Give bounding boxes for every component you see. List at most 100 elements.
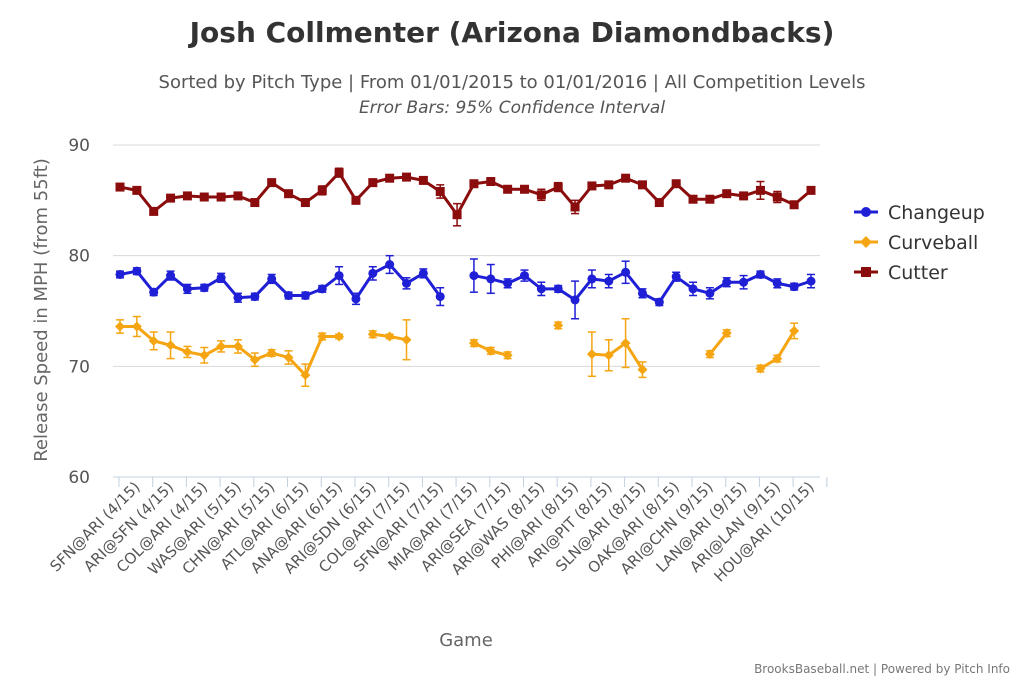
legend-item-cutter: Cutter bbox=[854, 262, 948, 284]
data-point bbox=[351, 294, 361, 304]
data-point bbox=[587, 274, 597, 284]
data-point bbox=[469, 271, 479, 281]
legend-marker bbox=[861, 207, 871, 217]
chart-credits: BrooksBaseball.net | Powered by Pitch In… bbox=[754, 662, 1010, 676]
series-line bbox=[591, 340, 644, 371]
data-point bbox=[182, 346, 193, 357]
data-point bbox=[132, 185, 142, 195]
data-point bbox=[149, 287, 159, 297]
series-curveball bbox=[115, 315, 800, 388]
data-point bbox=[603, 350, 614, 361]
data-point bbox=[249, 354, 260, 365]
data-point bbox=[722, 277, 732, 287]
data-point bbox=[284, 189, 294, 199]
data-point bbox=[402, 172, 412, 182]
data-point bbox=[587, 181, 597, 191]
data-point bbox=[705, 194, 715, 204]
data-point bbox=[772, 192, 782, 202]
series-changeup bbox=[115, 254, 816, 320]
y-tick-label: 60 bbox=[68, 468, 90, 488]
data-point bbox=[368, 178, 378, 188]
data-point bbox=[334, 168, 344, 178]
data-point bbox=[502, 350, 513, 361]
data-point bbox=[637, 288, 647, 298]
data-point bbox=[418, 268, 428, 278]
data-point bbox=[722, 189, 732, 199]
data-point bbox=[789, 282, 799, 292]
data-point bbox=[435, 292, 445, 302]
data-point bbox=[637, 364, 648, 375]
data-point bbox=[131, 321, 142, 332]
data-point bbox=[671, 272, 681, 282]
data-point bbox=[739, 277, 749, 287]
x-axis: SFN@ARI (4/15)ARI@SFN (4/15)COL@ARI (4/1… bbox=[46, 476, 828, 585]
data-point bbox=[233, 191, 243, 201]
data-point bbox=[149, 206, 159, 216]
data-point bbox=[132, 266, 142, 276]
data-point bbox=[755, 269, 765, 279]
legend-label: Cutter bbox=[888, 262, 948, 284]
chart-subtitle: Sorted by Pitch Type | From 01/01/2015 t… bbox=[159, 72, 866, 93]
data-point bbox=[503, 278, 513, 288]
data-point bbox=[739, 191, 749, 201]
data-point bbox=[789, 200, 799, 210]
data-point bbox=[267, 178, 277, 188]
data-point bbox=[519, 271, 529, 281]
data-point bbox=[553, 320, 564, 331]
data-point bbox=[688, 194, 698, 204]
data-point bbox=[671, 179, 681, 189]
data-point bbox=[688, 284, 698, 294]
data-point bbox=[182, 191, 192, 201]
data-point bbox=[553, 284, 563, 294]
data-point bbox=[806, 276, 816, 286]
series-line bbox=[708, 332, 728, 356]
legend-item-changeup: Changeup bbox=[854, 202, 985, 224]
data-point bbox=[503, 184, 513, 194]
data-point bbox=[300, 198, 310, 208]
series-cutter bbox=[115, 167, 816, 227]
data-point bbox=[267, 274, 277, 284]
data-point bbox=[368, 268, 378, 278]
x-axis-label: Game bbox=[439, 630, 493, 651]
data-point bbox=[233, 293, 243, 303]
y-axis-label: Release Speed in MPH (from 55ft) bbox=[31, 158, 52, 462]
data-point bbox=[334, 271, 344, 281]
data-point bbox=[553, 182, 563, 192]
y-tick-label: 70 bbox=[68, 357, 90, 377]
data-point bbox=[385, 260, 395, 270]
data-point bbox=[148, 335, 159, 346]
data-point bbox=[166, 193, 176, 203]
data-point bbox=[367, 329, 378, 340]
data-point bbox=[755, 363, 766, 374]
data-point bbox=[604, 180, 614, 190]
data-point bbox=[165, 340, 176, 351]
data-point bbox=[115, 321, 125, 332]
data-point bbox=[536, 190, 546, 200]
data-point bbox=[266, 348, 277, 359]
data-point bbox=[570, 202, 580, 212]
data-point bbox=[300, 370, 311, 381]
data-point bbox=[418, 175, 428, 185]
series-line bbox=[119, 262, 442, 302]
data-point bbox=[317, 331, 328, 342]
data-point bbox=[806, 185, 816, 195]
legend-label: Changeup bbox=[888, 202, 985, 224]
data-point bbox=[621, 267, 631, 277]
data-point bbox=[317, 185, 327, 195]
chart-subtitle-error-bars: Error Bars: 95% Confidence Interval bbox=[359, 98, 665, 118]
data-point bbox=[402, 278, 412, 288]
data-point bbox=[772, 353, 783, 364]
data-point bbox=[115, 269, 125, 279]
data-point bbox=[621, 173, 631, 183]
data-point bbox=[469, 179, 479, 189]
data-point bbox=[232, 341, 243, 352]
y-tick-label: 90 bbox=[68, 136, 90, 156]
data-point bbox=[435, 186, 445, 196]
data-point bbox=[250, 292, 260, 302]
data-point bbox=[485, 345, 496, 356]
legend-marker bbox=[860, 236, 872, 248]
data-point bbox=[586, 349, 597, 360]
data-point bbox=[486, 274, 496, 284]
data-point bbox=[199, 283, 209, 293]
legend-item-curveball: Curveball bbox=[854, 232, 978, 254]
